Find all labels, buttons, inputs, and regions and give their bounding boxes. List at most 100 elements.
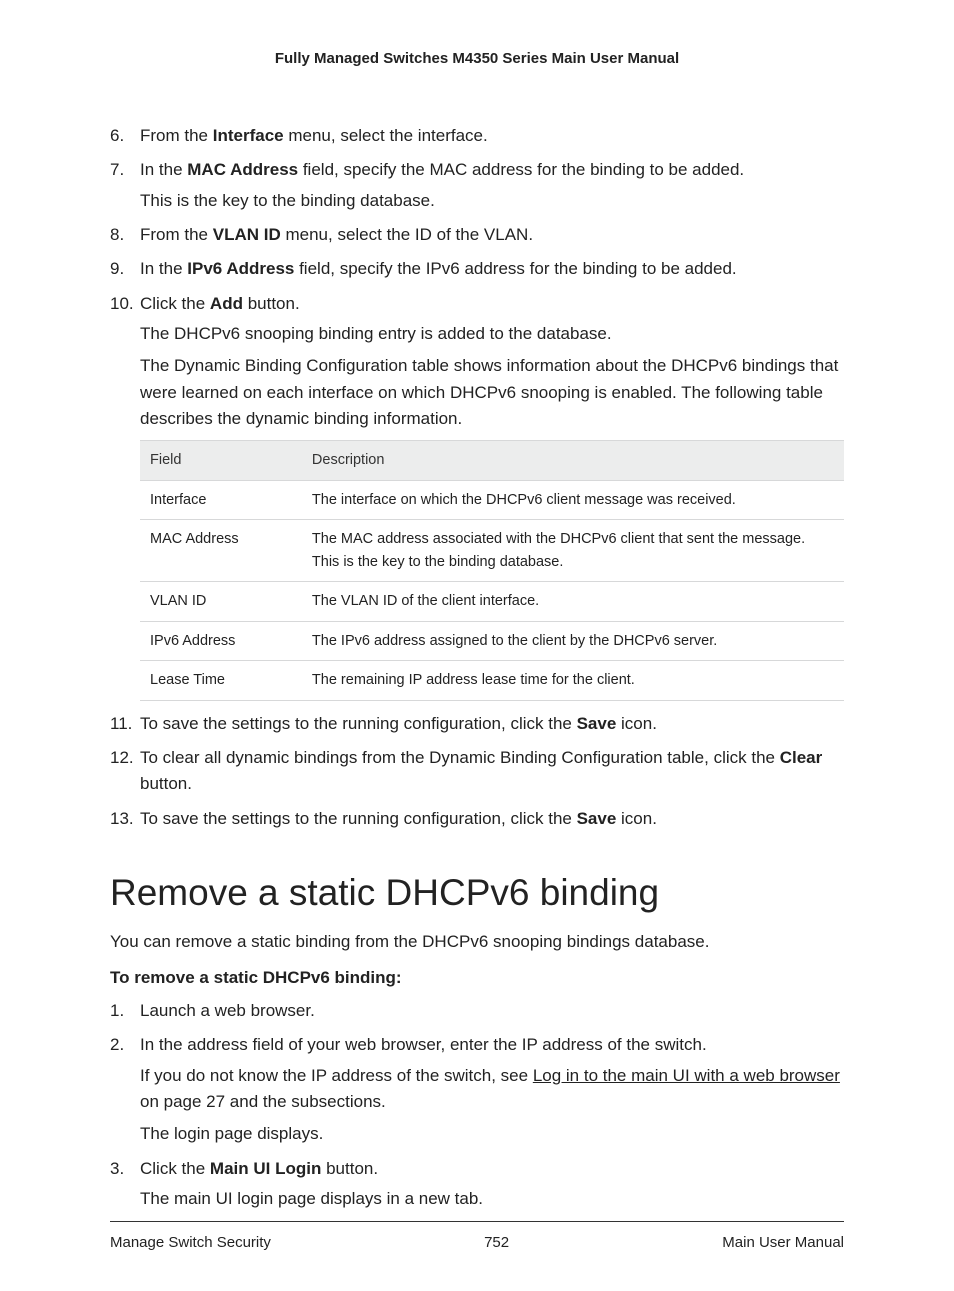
body-text: menu, select the interface. xyxy=(284,126,488,145)
body-text: In the xyxy=(140,160,187,179)
step-number: 11. xyxy=(110,711,136,737)
binding-table: FieldDescriptionInterfaceThe interface o… xyxy=(140,440,844,700)
step-text: Launch a web browser. xyxy=(140,998,844,1024)
body-text: menu, select the ID of the VLAN. xyxy=(281,225,533,244)
step-number: 2. xyxy=(110,1032,136,1058)
page-header-title: Fully Managed Switches M4350 Series Main… xyxy=(110,50,844,67)
link-text: Log in to the main UI with a web browser xyxy=(533,1066,840,1085)
step-extra-text: The main UI login page displays in a new… xyxy=(140,1186,844,1212)
body-text: on page 27 and the subsections. xyxy=(140,1092,386,1111)
step-number: 6. xyxy=(110,123,136,149)
step-extra-text: The DHCPv6 snooping binding entry is add… xyxy=(140,321,844,347)
bold-text: Main UI Login xyxy=(210,1159,321,1178)
bold-text: Save xyxy=(577,809,617,828)
step-item: 12.To clear all dynamic bindings from th… xyxy=(110,745,844,798)
body-text: button. xyxy=(321,1159,378,1178)
table-row: IPv6 AddressThe IPv6 address assigned to… xyxy=(140,621,844,660)
body-text: Launch a web browser. xyxy=(140,1001,315,1020)
body-text: In the address field of your web browser… xyxy=(140,1035,707,1054)
table-cell: The IPv6 address assigned to the client … xyxy=(302,621,844,660)
bold-text: Add xyxy=(210,294,243,313)
section-heading: Remove a static DHCPv6 binding xyxy=(110,872,844,914)
step-number: 1. xyxy=(110,998,136,1024)
step-item: 10.Click the Add button. The DHCPv6 snoop… xyxy=(110,291,844,701)
body-text: From the xyxy=(140,126,213,145)
table-cell: MAC Address xyxy=(140,520,302,582)
bold-text: VLAN ID xyxy=(213,225,281,244)
table-cell: The VLAN ID of the client interface. xyxy=(302,582,844,621)
step-extra-text: If you do not know the IP address of the… xyxy=(140,1063,844,1116)
step-number: 9. xyxy=(110,256,136,282)
body-text: field, specify the MAC address for the b… xyxy=(298,160,744,179)
bold-text: Clear xyxy=(780,748,823,767)
step-extra-text: The login page displays. xyxy=(140,1121,844,1147)
step-item: 2.In the address field of your web brows… xyxy=(110,1032,844,1147)
body-text: field, specify the IPv6 address for the … xyxy=(294,259,736,278)
body-text: Click the xyxy=(140,294,210,313)
step-extra-text: The Dynamic Binding Configuration table … xyxy=(140,353,844,432)
body-text: The login page displays. xyxy=(140,1124,323,1143)
footer-right: Main User Manual xyxy=(722,1234,844,1251)
step-item: 13.To save the settings to the running c… xyxy=(110,806,844,832)
body-text: Click the xyxy=(140,1159,210,1178)
body-text: button. xyxy=(243,294,300,313)
body-text: icon. xyxy=(616,714,657,733)
step-text: From the VLAN ID menu, select the ID of … xyxy=(140,222,844,248)
step-text: Click the Add button. xyxy=(140,291,844,317)
table-cell: VLAN ID xyxy=(140,582,302,621)
step-number: 12. xyxy=(110,745,136,771)
body-text: button. xyxy=(140,774,192,793)
step-text: To save the settings to the running conf… xyxy=(140,806,844,832)
step-text: Click the Main UI Login button. xyxy=(140,1156,844,1182)
step-number: 8. xyxy=(110,222,136,248)
step-item: 3.Click the Main UI Login button. The mai… xyxy=(110,1156,844,1213)
table-row: MAC AddressThe MAC address associated wi… xyxy=(140,520,844,582)
step-text: To clear all dynamic bindings from the D… xyxy=(140,745,844,798)
table-row: InterfaceThe interface on which the DHCP… xyxy=(140,480,844,519)
table-header-cell: Description xyxy=(302,441,844,480)
step-item: 8.From the VLAN ID menu, select the ID o… xyxy=(110,222,844,248)
table-header-cell: Field xyxy=(140,441,302,480)
table-cell: The remaining IP address lease time for … xyxy=(302,661,844,700)
footer-center: 752 xyxy=(484,1234,509,1251)
section-subheading: To remove a static DHCPv6 binding: xyxy=(110,968,844,988)
step-text: From the Interface menu, select the inte… xyxy=(140,123,844,149)
table-cell: The MAC address associated with the DHCP… xyxy=(302,520,844,582)
body-text: To clear all dynamic bindings from the D… xyxy=(140,748,780,767)
table-row: VLAN IDThe VLAN ID of the client interfa… xyxy=(140,582,844,621)
step-text: To save the settings to the running conf… xyxy=(140,711,844,737)
section-intro: You can remove a static binding from the… xyxy=(110,932,844,952)
body-text: To save the settings to the running conf… xyxy=(140,714,577,733)
step-item: 6.From the Interface menu, select the in… xyxy=(110,123,844,149)
step-extra-text: This is the key to the binding database. xyxy=(140,188,844,214)
footer-left: Manage Switch Security xyxy=(110,1234,271,1251)
step-item: 7.In the MAC Address field, specify the … xyxy=(110,157,844,214)
step-item: 1.Launch a web browser. xyxy=(110,998,844,1024)
bold-text: Interface xyxy=(213,126,284,145)
body-text: From the xyxy=(140,225,213,244)
table-cell: IPv6 Address xyxy=(140,621,302,660)
step-item: 11.To save the settings to the running c… xyxy=(110,711,844,737)
section-steps-list: 1.Launch a web browser.2.In the address … xyxy=(110,998,844,1220)
page-root: Fully Managed Switches M4350 Series Main… xyxy=(0,0,954,1291)
table-cell: Interface xyxy=(140,480,302,519)
body-text: In the xyxy=(140,259,187,278)
step-number: 3. xyxy=(110,1156,136,1182)
table-row: Lease TimeThe remaining IP address lease… xyxy=(140,661,844,700)
steps-list-after: 11.To save the settings to the running c… xyxy=(110,711,844,840)
table-cell: The interface on which the DHCPv6 client… xyxy=(302,480,844,519)
table-cell: Lease Time xyxy=(140,661,302,700)
step-number: 10. xyxy=(110,291,136,317)
step-item: 9.In the IPv6 Address field, specify the… xyxy=(110,256,844,282)
bold-text: IPv6 Address xyxy=(187,259,294,278)
steps-list-first: 6.From the Interface menu, select the in… xyxy=(110,123,844,711)
step-text: In the MAC Address field, specify the MA… xyxy=(140,157,844,183)
body-text: If you do not know the IP address of the… xyxy=(140,1066,533,1085)
step-number: 13. xyxy=(110,806,136,832)
bold-text: Save xyxy=(577,714,617,733)
body-text: icon. xyxy=(616,809,657,828)
bold-text: MAC Address xyxy=(187,160,298,179)
step-number: 7. xyxy=(110,157,136,183)
body-text: To save the settings to the running conf… xyxy=(140,809,577,828)
step-text: In the address field of your web browser… xyxy=(140,1032,844,1058)
